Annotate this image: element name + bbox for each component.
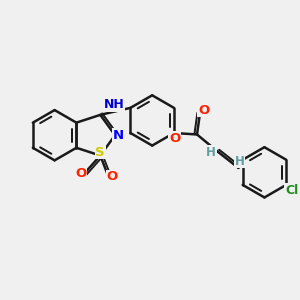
Text: O: O (75, 167, 87, 180)
Text: O: O (169, 132, 180, 145)
Text: NH: NH (103, 98, 124, 111)
Text: O: O (106, 170, 118, 183)
Text: H: H (206, 146, 216, 159)
Text: O: O (198, 104, 209, 117)
Text: N: N (113, 129, 124, 142)
Text: S: S (95, 146, 105, 158)
Text: Cl: Cl (285, 184, 298, 197)
Text: H: H (235, 155, 245, 168)
